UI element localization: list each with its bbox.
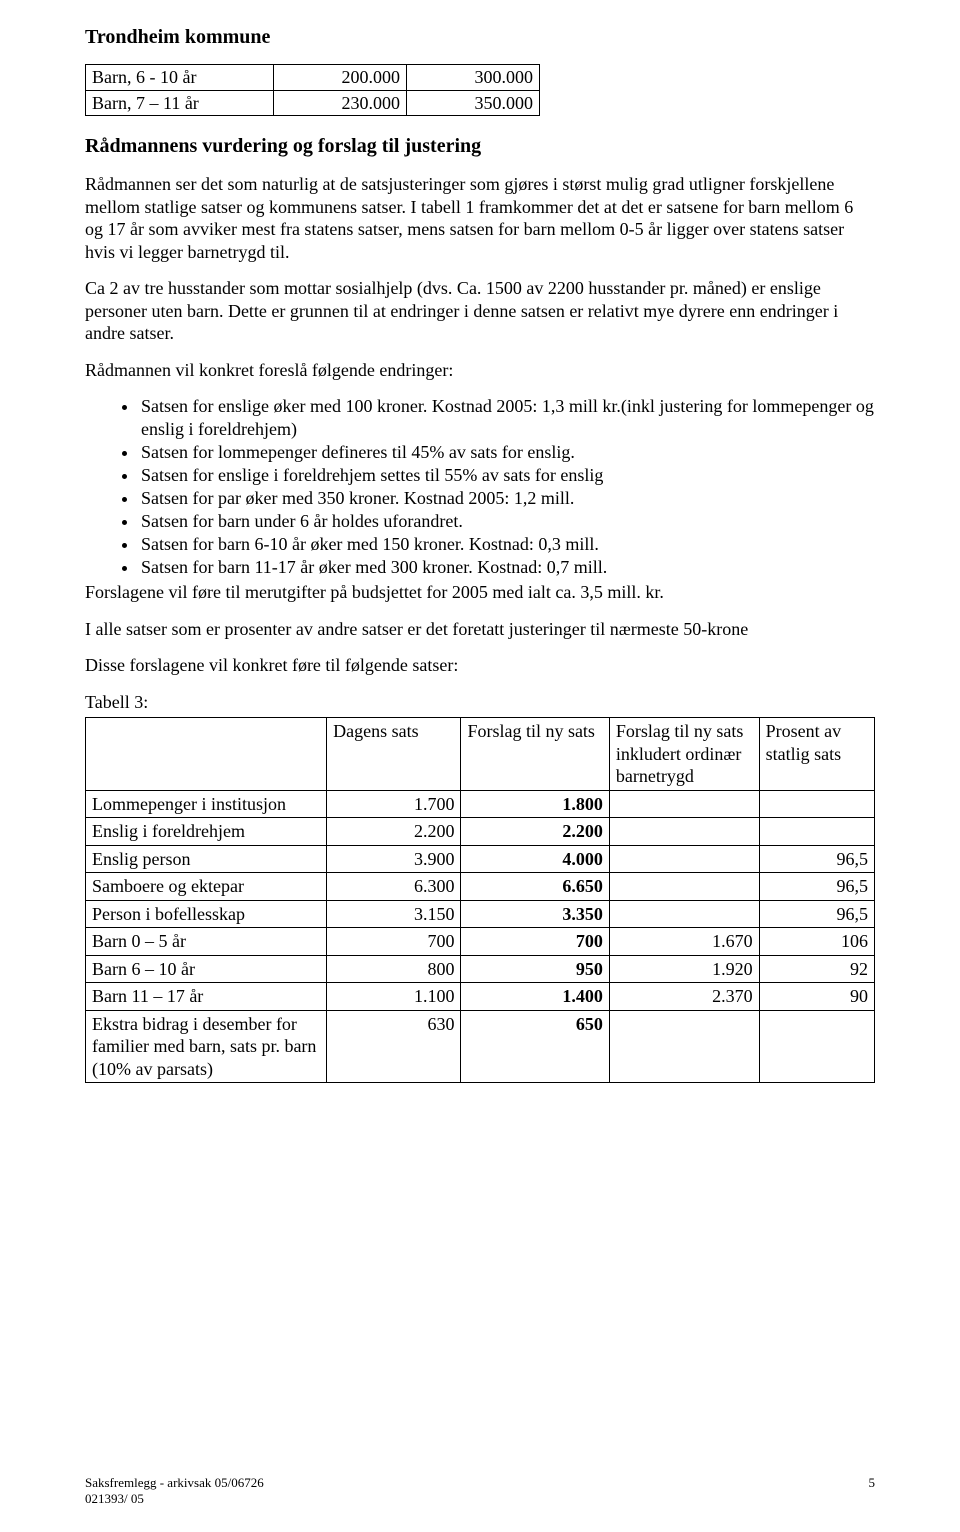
cell-label: Enslig person [86, 845, 327, 873]
table-row: Barn, 6 - 10 år 200.000 300.000 [86, 65, 540, 91]
cell-value: 700 [327, 928, 461, 956]
cell-value: 96,5 [759, 900, 874, 928]
cell-value [609, 818, 759, 846]
header-forslag-barnetrygd: Forslag til ny sats inkludert ordinær ba… [609, 718, 759, 791]
cell-value: 950 [461, 955, 609, 983]
table-row: Barn, 7 – 11 år 230.000 350.000 [86, 90, 540, 116]
footer-ref: 021393/ 05 [85, 1491, 875, 1507]
cell-value [609, 900, 759, 928]
cell-label: Samboere og ektepar [86, 873, 327, 901]
header-forslag: Forslag til ny sats [461, 718, 609, 791]
cell-value [759, 790, 874, 818]
list-item: Satsen for par øker med 350 kroner. Kost… [139, 487, 875, 510]
cell-value: 90 [759, 983, 874, 1011]
table-row: Barn 6 – 10 år 800 950 1.920 92 [86, 955, 875, 983]
cell-value [759, 818, 874, 846]
cell-value: 3.900 [327, 845, 461, 873]
header-prosent: Prosent av statlig sats [759, 718, 874, 791]
section-heading: Rådmannens vurdering og forslag til just… [85, 134, 875, 159]
paragraph: Forslagene vil føre til merutgifter på b… [85, 581, 875, 604]
table-row: Ekstra bidrag i desember for familier me… [86, 1010, 875, 1083]
cell-value: 300.000 [407, 65, 540, 91]
cell-value: 200.000 [274, 65, 407, 91]
rates-proposal-table: Dagens sats Forslag til ny sats Forslag … [85, 717, 875, 1083]
cell-value: 230.000 [274, 90, 407, 116]
cell-value: 3.150 [327, 900, 461, 928]
cell-value: 92 [759, 955, 874, 983]
footer-left: Saksfremlegg - arkivsak 05/06726 [85, 1475, 264, 1491]
table-row: Barn 0 – 5 år 700 700 1.670 106 [86, 928, 875, 956]
table-row: Lommepenger i institusjon 1.700 1.800 [86, 790, 875, 818]
paragraph: Rådmannen ser det som naturlig at de sat… [85, 173, 875, 263]
cell-value: 1.920 [609, 955, 759, 983]
table-row: Samboere og ektepar 6.300 6.650 96,5 [86, 873, 875, 901]
cell-value: 1.800 [461, 790, 609, 818]
cell-value: 1.670 [609, 928, 759, 956]
cell-value: 650 [461, 1010, 609, 1083]
list-item: Satsen for enslige øker med 100 kroner. … [139, 395, 875, 441]
cell-value: 3.350 [461, 900, 609, 928]
cell-value [609, 1010, 759, 1083]
paragraph: I alle satser som er prosenter av andre … [85, 618, 875, 641]
cell-label: Barn 6 – 10 år [86, 955, 327, 983]
page-number: 5 [869, 1475, 876, 1491]
cell-value [609, 873, 759, 901]
paragraph: Rådmannen vil konkret foreslå følgende e… [85, 359, 875, 382]
document-page: Trondheim kommune Barn, 6 - 10 år 200.00… [0, 0, 960, 1532]
cell-value: 700 [461, 928, 609, 956]
cell-label: Ekstra bidrag i desember for familier me… [86, 1010, 327, 1083]
cell-label: Barn, 6 - 10 år [86, 65, 274, 91]
cell-value: 106 [759, 928, 874, 956]
cell-value: 2.370 [609, 983, 759, 1011]
cell-value: 630 [327, 1010, 461, 1083]
cell-label: Person i bofellesskap [86, 900, 327, 928]
paragraph: Ca 2 av tre husstander som mottar sosial… [85, 277, 875, 345]
table-row: Barn 11 – 17 år 1.100 1.400 2.370 90 [86, 983, 875, 1011]
table-row: Enslig person 3.900 4.000 96,5 [86, 845, 875, 873]
cell-label: Enslig i foreldrehjem [86, 818, 327, 846]
cell-value: 6.300 [327, 873, 461, 901]
cell-value: 1.100 [327, 983, 461, 1011]
cell-value: 800 [327, 955, 461, 983]
cell-value: 350.000 [407, 90, 540, 116]
small-rates-table: Barn, 6 - 10 år 200.000 300.000 Barn, 7 … [85, 64, 540, 116]
table-header-row: Dagens sats Forslag til ny sats Forslag … [86, 718, 875, 791]
list-item: Satsen for lommepenger defineres til 45%… [139, 441, 875, 464]
list-item: Satsen for enslige i foreldrehjem settes… [139, 464, 875, 487]
cell-value: 4.000 [461, 845, 609, 873]
cell-value [759, 1010, 874, 1083]
bullet-list: Satsen for enslige øker med 100 kroner. … [85, 395, 875, 579]
table-row: Enslig i foreldrehjem 2.200 2.200 [86, 818, 875, 846]
cell-value: 96,5 [759, 845, 874, 873]
page-header-title: Trondheim kommune [85, 25, 875, 50]
cell-label: Barn 11 – 17 år [86, 983, 327, 1011]
header-empty [86, 718, 327, 791]
cell-value: 1.400 [461, 983, 609, 1011]
cell-value: 96,5 [759, 873, 874, 901]
table-caption: Tabell 3: [85, 691, 875, 714]
cell-value: 1.700 [327, 790, 461, 818]
cell-value [609, 790, 759, 818]
header-dagens: Dagens sats [327, 718, 461, 791]
list-item: Satsen for barn 6-10 år øker med 150 kro… [139, 533, 875, 556]
cell-label: Barn, 7 – 11 år [86, 90, 274, 116]
paragraph: Disse forslagene vil konkret føre til fø… [85, 654, 875, 677]
cell-label: Lommepenger i institusjon [86, 790, 327, 818]
list-item: Satsen for barn 11-17 år øker med 300 kr… [139, 556, 875, 579]
cell-value: 6.650 [461, 873, 609, 901]
cell-value: 2.200 [461, 818, 609, 846]
table-row: Person i bofellesskap 3.150 3.350 96,5 [86, 900, 875, 928]
cell-label: Barn 0 – 5 år [86, 928, 327, 956]
cell-value [609, 845, 759, 873]
page-footer: Saksfremlegg - arkivsak 05/06726 5 02139… [85, 1475, 875, 1508]
list-item: Satsen for barn under 6 år holdes uforan… [139, 510, 875, 533]
cell-value: 2.200 [327, 818, 461, 846]
